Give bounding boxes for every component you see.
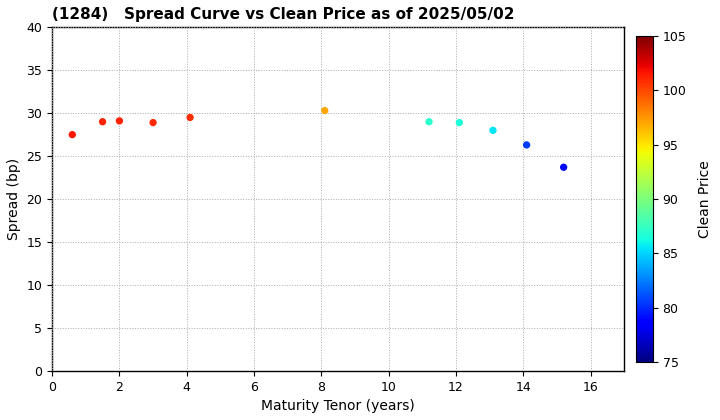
- Point: [114, 118, 125, 124]
- Point: [423, 118, 435, 125]
- Point: [184, 114, 196, 121]
- Point: [96, 118, 108, 125]
- Text: (1284)   Spread Curve vs Clean Price as of 2025/05/02: (1284) Spread Curve vs Clean Price as of…: [52, 7, 515, 22]
- Point: [319, 107, 330, 114]
- Point: [558, 164, 570, 171]
- Point: [521, 142, 532, 148]
- Point: [454, 119, 465, 126]
- Y-axis label: Clean Price: Clean Price: [698, 160, 711, 238]
- X-axis label: Maturity Tenor (years): Maturity Tenor (years): [261, 399, 415, 413]
- Y-axis label: Spread (bp): Spread (bp): [7, 158, 21, 240]
- Point: [148, 119, 159, 126]
- Point: [487, 127, 499, 134]
- Point: [66, 131, 78, 138]
